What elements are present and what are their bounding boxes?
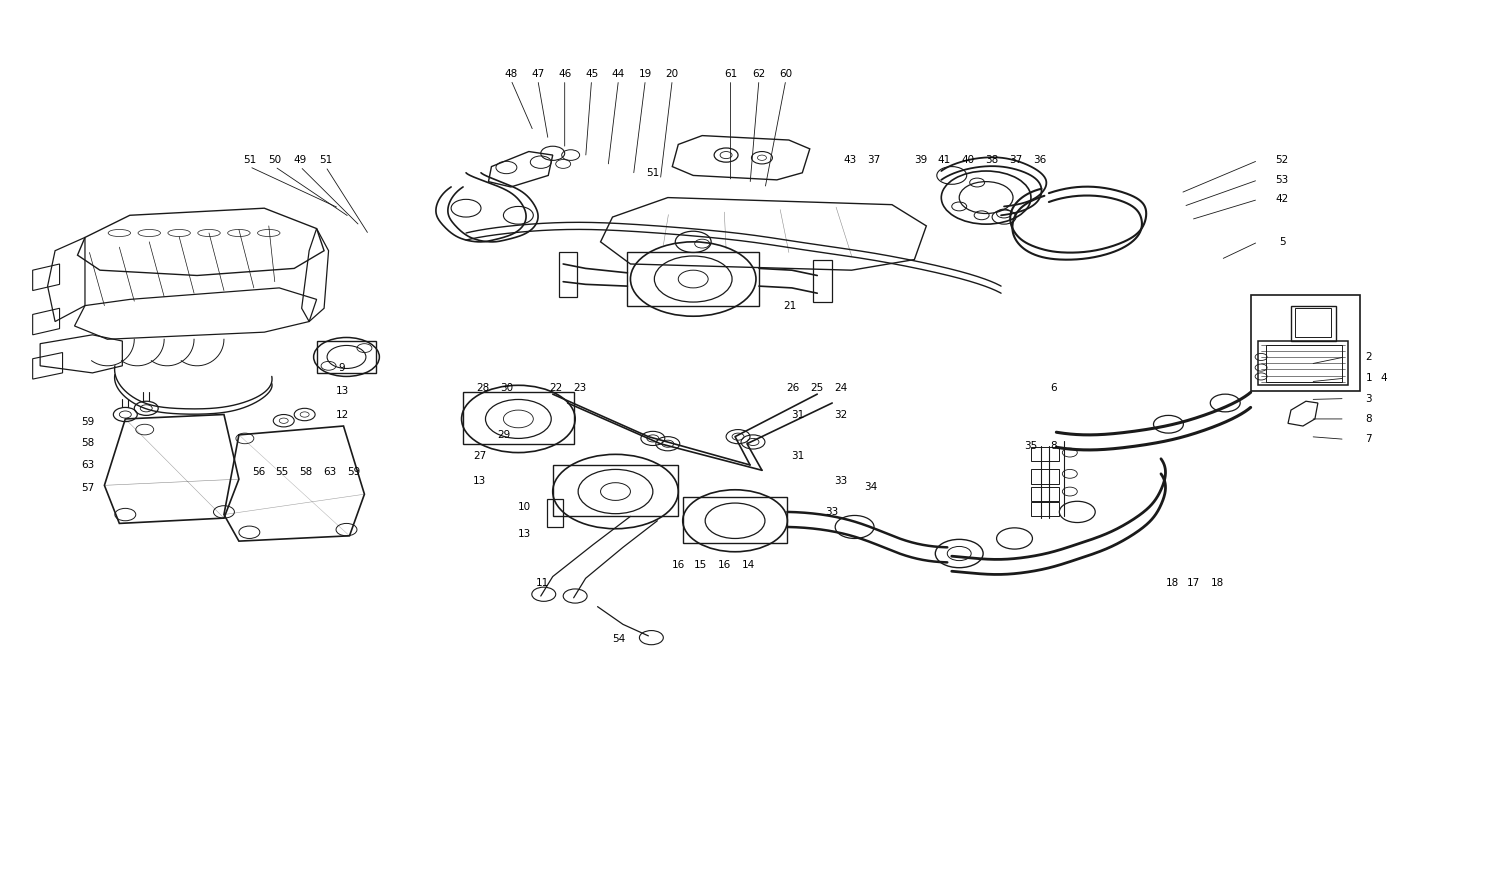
Text: 16: 16 <box>718 560 730 570</box>
Text: 33: 33 <box>825 507 839 517</box>
Text: 13: 13 <box>518 529 531 539</box>
Text: 55: 55 <box>276 467 290 477</box>
Text: 26: 26 <box>786 383 800 393</box>
Text: 10: 10 <box>518 503 531 512</box>
Text: 11: 11 <box>536 577 549 588</box>
Text: 9: 9 <box>339 364 345 373</box>
Text: 34: 34 <box>864 482 877 492</box>
Text: 37: 37 <box>1010 155 1023 166</box>
Text: 59: 59 <box>81 417 94 427</box>
Text: 18: 18 <box>1210 577 1224 588</box>
Text: 22: 22 <box>549 383 562 393</box>
Text: 32: 32 <box>834 410 848 420</box>
Text: 21: 21 <box>783 301 796 312</box>
Text: 12: 12 <box>336 410 348 420</box>
Text: 59: 59 <box>348 467 360 477</box>
Text: 35: 35 <box>1024 440 1038 451</box>
Text: 28: 28 <box>476 383 489 393</box>
Text: 31: 31 <box>790 410 804 420</box>
Text: 15: 15 <box>694 560 708 570</box>
Text: 63: 63 <box>81 460 94 470</box>
Text: 45: 45 <box>585 69 598 78</box>
Text: 16: 16 <box>672 560 686 570</box>
Text: 19: 19 <box>639 69 652 78</box>
Text: 13: 13 <box>472 476 486 486</box>
Text: 14: 14 <box>742 560 754 570</box>
Text: 47: 47 <box>531 69 544 78</box>
Text: 5: 5 <box>1278 237 1286 247</box>
Text: 49: 49 <box>294 155 307 166</box>
Text: 50: 50 <box>268 155 282 166</box>
Text: 1: 1 <box>1365 373 1372 383</box>
Text: 39: 39 <box>914 155 927 166</box>
Text: 23: 23 <box>573 383 586 393</box>
Text: 51: 51 <box>243 155 256 166</box>
Text: 41: 41 <box>938 155 951 166</box>
Text: 17: 17 <box>1186 577 1200 588</box>
Text: 33: 33 <box>834 476 848 486</box>
Text: 38: 38 <box>986 155 999 166</box>
Text: 43: 43 <box>843 155 856 166</box>
Text: 7: 7 <box>1365 434 1372 445</box>
Text: 36: 36 <box>1034 155 1047 166</box>
Text: 61: 61 <box>724 69 736 78</box>
Text: 37: 37 <box>867 155 880 166</box>
Text: 2: 2 <box>1365 352 1372 362</box>
Text: 60: 60 <box>780 69 792 78</box>
Text: 52: 52 <box>1275 155 1288 166</box>
Text: 8: 8 <box>1050 440 1056 451</box>
Text: 20: 20 <box>666 69 680 78</box>
Text: 48: 48 <box>504 69 518 78</box>
Text: 58: 58 <box>300 467 313 477</box>
Text: 8: 8 <box>1365 414 1372 424</box>
Text: 3: 3 <box>1365 394 1372 404</box>
Text: 18: 18 <box>1167 577 1179 588</box>
Text: 27: 27 <box>472 451 486 462</box>
Text: 57: 57 <box>81 483 94 493</box>
Text: 25: 25 <box>810 383 824 393</box>
Text: 40: 40 <box>962 155 975 166</box>
Text: 46: 46 <box>558 69 572 78</box>
Text: 62: 62 <box>753 69 765 78</box>
Text: 63: 63 <box>324 467 336 477</box>
Text: 53: 53 <box>1275 175 1288 184</box>
Text: 31: 31 <box>790 451 804 462</box>
Text: 13: 13 <box>336 386 348 396</box>
Text: 56: 56 <box>252 467 266 477</box>
Text: 6: 6 <box>1050 383 1056 393</box>
Text: 51: 51 <box>320 155 332 166</box>
Text: 29: 29 <box>496 429 510 440</box>
Text: 44: 44 <box>612 69 626 78</box>
Text: 58: 58 <box>81 437 94 448</box>
Text: 4: 4 <box>1380 373 1388 383</box>
Text: 54: 54 <box>612 634 626 643</box>
Text: 42: 42 <box>1275 194 1288 204</box>
Text: 24: 24 <box>834 383 848 393</box>
Text: 51: 51 <box>646 168 660 178</box>
Text: 30: 30 <box>500 383 513 393</box>
